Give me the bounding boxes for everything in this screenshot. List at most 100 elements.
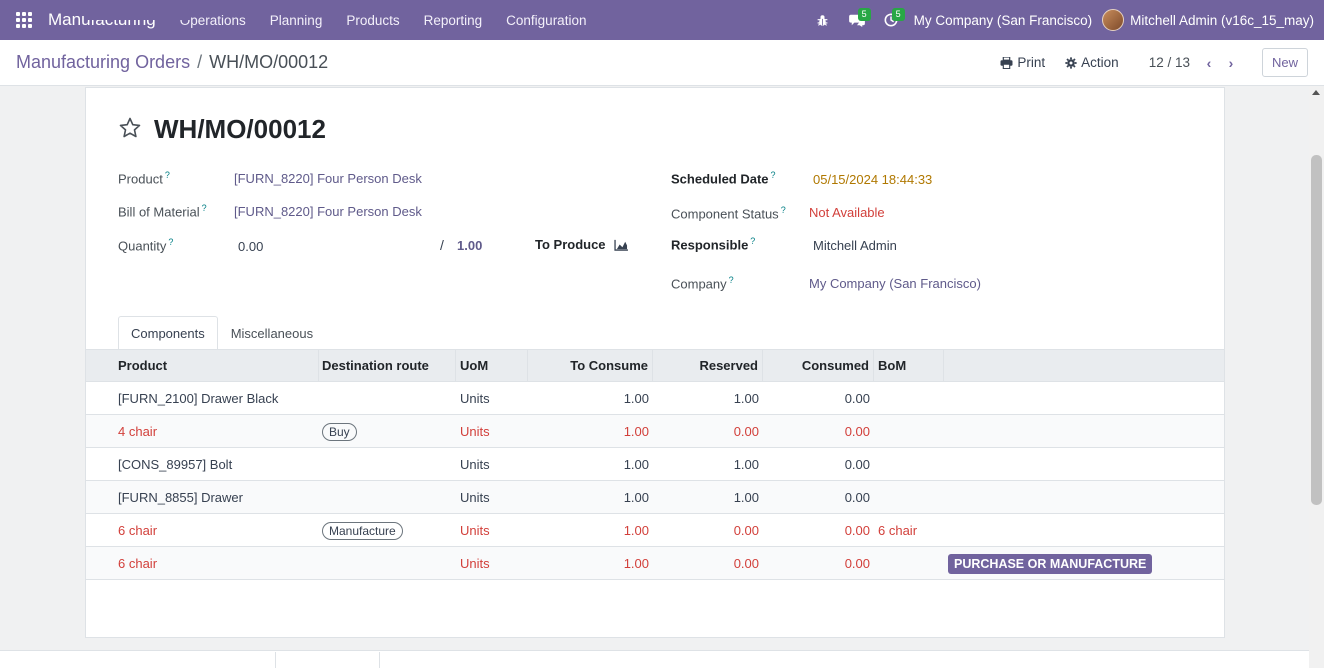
cell-to-consume[interactable]: 1.00 [623, 490, 649, 505]
col-destination-route[interactable]: Destination route [318, 350, 456, 381]
quantity-label: Quantity? [118, 237, 174, 254]
cell-to-consume[interactable]: 1.00 [623, 457, 649, 472]
cell-consumed[interactable]: 0.00 [844, 391, 870, 406]
component-status-value: Not Available [809, 205, 885, 220]
cell-action[interactable] [944, 415, 1224, 448]
col-reserved[interactable]: Reserved [653, 350, 763, 381]
pager-value[interactable]: 12 / 13 [1148, 55, 1190, 70]
quantity-producing-input[interactable]: 0.00 [238, 239, 264, 254]
cell-uom[interactable]: Units [460, 391, 490, 406]
user-menu[interactable]: Mitchell Admin (v16c_15_may) [1102, 9, 1324, 31]
menu-planning[interactable]: Planning [269, 12, 323, 28]
cell-bom[interactable]: 6 chair [878, 523, 918, 538]
cell-product[interactable]: 6 chair [118, 523, 158, 538]
cell-reserved[interactable]: 1.00 [733, 391, 759, 406]
scheduled-date-field[interactable]: 05/15/2024 18:44:33 [813, 172, 933, 187]
cell-bom[interactable] [874, 415, 944, 448]
cell-uom[interactable]: Units [460, 490, 490, 505]
star-icon[interactable] [118, 116, 142, 143]
col-product[interactable]: Product [114, 350, 319, 381]
breadcrumb-separator: / [197, 52, 203, 72]
activities-clock-icon[interactable]: 5 [874, 0, 908, 40]
cell-reserved[interactable]: 1.00 [733, 457, 759, 472]
menu-configuration[interactable]: Configuration [506, 12, 587, 28]
menu-reporting[interactable]: Reporting [423, 12, 483, 28]
tab-components[interactable]: Components [118, 316, 218, 350]
cell-uom[interactable]: Units [460, 523, 490, 538]
avatar [1102, 9, 1125, 31]
table-row[interactable]: 6 chair Manufacture Units 1.00 0.00 0.00 6 cha… [86, 514, 1224, 547]
cell-product[interactable]: 4 chair [118, 424, 158, 439]
scroll-up-arrow-icon[interactable] [1312, 90, 1320, 95]
cell-route[interactable]: Buy [318, 415, 456, 448]
to-produce-label: To Produce [535, 237, 629, 252]
quantity-total-input[interactable]: 1.00 [457, 238, 483, 253]
apps-menu-icon[interactable] [0, 0, 48, 40]
col-consumed[interactable]: Consumed [763, 350, 874, 381]
cell-route[interactable] [318, 481, 456, 514]
cell-action[interactable] [944, 481, 1224, 514]
cell-reserved[interactable]: 0.00 [733, 424, 759, 439]
menu-operations[interactable]: Operations [179, 12, 246, 28]
responsible-field[interactable]: Mitchell Admin [813, 238, 897, 253]
cell-to-consume[interactable]: 1.00 [623, 523, 649, 538]
messages-icon[interactable]: 5 [840, 0, 874, 40]
cell-route[interactable] [318, 382, 456, 415]
cell-consumed[interactable]: 0.00 [844, 556, 870, 571]
cell-product[interactable]: [FURN_8855] Drawer [118, 490, 243, 505]
cell-to-consume[interactable]: 1.00 [623, 424, 649, 439]
breadcrumb-parent[interactable]: Manufacturing Orders [16, 52, 191, 72]
cell-uom[interactable]: Units [460, 457, 490, 472]
cell-action[interactable] [944, 382, 1224, 415]
bom-field[interactable]: [FURN_8220] Four Person Desk [234, 204, 422, 219]
cell-consumed[interactable]: 0.00 [844, 523, 870, 538]
pager-previous-icon[interactable]: ‹ [1206, 54, 1212, 71]
breadcrumb-current: WH/MO/00012 [209, 52, 329, 72]
col-bom[interactable]: BoM [874, 350, 944, 381]
new-button[interactable]: New [1261, 48, 1308, 77]
cell-uom[interactable]: Units [460, 424, 490, 439]
purchase-or-manufacture-button[interactable]: PURCHASE OR MANUFACTURE [948, 553, 1153, 574]
col-to-consume[interactable]: To Consume [528, 350, 653, 381]
send-message-button[interactable] [85, 8, 190, 20]
scrollbar-thumb[interactable] [1311, 155, 1322, 505]
product-field[interactable]: [FURN_8220] Four Person Desk [234, 171, 422, 186]
cell-product[interactable]: [CONS_89957] Bolt [118, 457, 233, 472]
cell-product[interactable]: 6 chair [118, 556, 158, 571]
cell-to-consume[interactable]: 1.00 [623, 556, 649, 571]
pager-next-icon[interactable]: › [1228, 54, 1234, 71]
cell-consumed[interactable]: 0.00 [844, 490, 870, 505]
bug-icon[interactable] [806, 0, 840, 40]
cell-reserved[interactable]: 0.00 [733, 523, 759, 538]
cell-action[interactable] [944, 448, 1224, 481]
cell-route[interactable]: Manufacture [318, 514, 456, 547]
cell-consumed[interactable]: 0.00 [844, 424, 870, 439]
cell-reserved[interactable]: 1.00 [733, 490, 759, 505]
cell-reserved[interactable]: 0.00 [733, 556, 759, 571]
record-title: WH/MO/00012 [154, 114, 326, 144]
cell-route[interactable] [318, 448, 456, 481]
action-button[interactable]: Action [1065, 55, 1119, 70]
table-row[interactable]: [FURN_8855] Drawer Units 1.00 1.00 0.00 [86, 481, 1224, 514]
menu-products[interactable]: Products [346, 12, 400, 28]
cell-bom[interactable] [874, 382, 944, 415]
print-button[interactable]: Print [1000, 55, 1045, 70]
company-switcher[interactable]: My Company (San Francisco) [913, 12, 1093, 28]
col-uom[interactable]: UoM [456, 350, 528, 381]
table-row[interactable]: [FURN_2100] Drawer Black Units 1.00 1.00 0.0… [86, 382, 1224, 415]
cell-bom[interactable] [874, 481, 944, 514]
table-row[interactable]: 4 chair Buy Units 1.00 0.00 0.00 [86, 415, 1224, 448]
area-chart-icon[interactable] [613, 239, 629, 251]
cell-bom[interactable] [874, 547, 944, 580]
table-row[interactable]: 6 chair Units 1.00 0.00 0.00 PURCHASE OR MANU… [86, 547, 1224, 580]
table-row[interactable]: [CONS_89957] Bolt Units 1.00 1.00 0.00 [86, 448, 1224, 481]
cell-action[interactable] [944, 514, 1224, 547]
tab-miscellaneous[interactable]: Miscellaneous [230, 326, 314, 341]
cell-route[interactable] [318, 547, 456, 580]
cell-consumed[interactable]: 0.00 [844, 457, 870, 472]
cell-product[interactable]: [FURN_2100] Drawer Black [118, 391, 279, 406]
company-field[interactable]: My Company (San Francisco) [809, 276, 981, 291]
cell-bom[interactable] [874, 448, 944, 481]
cell-to-consume[interactable]: 1.00 [623, 391, 649, 406]
cell-uom[interactable]: Units [460, 556, 490, 571]
